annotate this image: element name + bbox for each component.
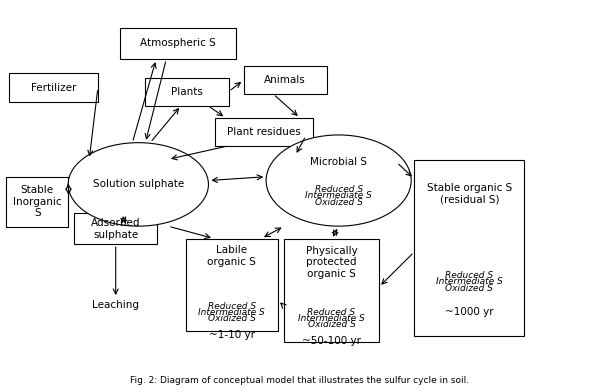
Text: ~50-100 yr: ~50-100 yr (302, 336, 361, 346)
Text: Labile
organic S: Labile organic S (207, 245, 256, 267)
Ellipse shape (266, 135, 411, 226)
FancyBboxPatch shape (185, 238, 278, 331)
Text: Plant residues: Plant residues (227, 127, 301, 137)
Text: Adsorbed
sulphate: Adsorbed sulphate (91, 218, 140, 240)
Text: Stable organic S
(residual S): Stable organic S (residual S) (427, 183, 512, 205)
FancyBboxPatch shape (145, 78, 229, 105)
Text: Intermediate S: Intermediate S (305, 192, 372, 200)
FancyBboxPatch shape (244, 66, 327, 94)
FancyBboxPatch shape (74, 213, 157, 244)
Text: Intermediate S: Intermediate S (436, 277, 503, 286)
Text: Reduced S: Reduced S (445, 271, 493, 280)
FancyBboxPatch shape (284, 240, 379, 342)
FancyBboxPatch shape (415, 160, 524, 336)
Text: Oxidized S: Oxidized S (315, 198, 362, 207)
Text: Reduced S: Reduced S (314, 185, 363, 194)
Text: Fertilizer: Fertilizer (31, 83, 76, 93)
Text: Microbial S: Microbial S (310, 157, 367, 167)
FancyBboxPatch shape (215, 118, 313, 146)
Text: Oxidized S: Oxidized S (445, 284, 493, 293)
Text: Fig. 2: Diagram of conceptual model that illustrates the sulfur cycle in soil.: Fig. 2: Diagram of conceptual model that… (130, 376, 470, 385)
Text: Plants: Plants (171, 87, 203, 97)
FancyBboxPatch shape (120, 27, 236, 59)
Text: Intermediate S: Intermediate S (298, 314, 365, 323)
Text: Physically
protected
organic S: Physically protected organic S (305, 246, 358, 279)
Ellipse shape (68, 143, 208, 226)
FancyBboxPatch shape (6, 177, 68, 227)
Text: Reduced S: Reduced S (208, 302, 256, 311)
Text: Animals: Animals (264, 75, 306, 85)
Text: Solution sulphate: Solution sulphate (92, 180, 184, 189)
Text: Intermediate S: Intermediate S (198, 308, 265, 317)
Text: Reduced S: Reduced S (307, 308, 356, 317)
Text: ~1-10 yr: ~1-10 yr (209, 330, 254, 340)
Text: Oxidized S: Oxidized S (308, 320, 355, 329)
Text: Oxidized S: Oxidized S (208, 314, 256, 323)
Text: ~1000 yr: ~1000 yr (445, 307, 494, 317)
FancyBboxPatch shape (9, 73, 98, 102)
Text: Stable
Inorganic
S: Stable Inorganic S (13, 185, 62, 218)
Text: Leaching: Leaching (92, 300, 139, 310)
Text: Atmospheric S: Atmospheric S (140, 38, 216, 48)
